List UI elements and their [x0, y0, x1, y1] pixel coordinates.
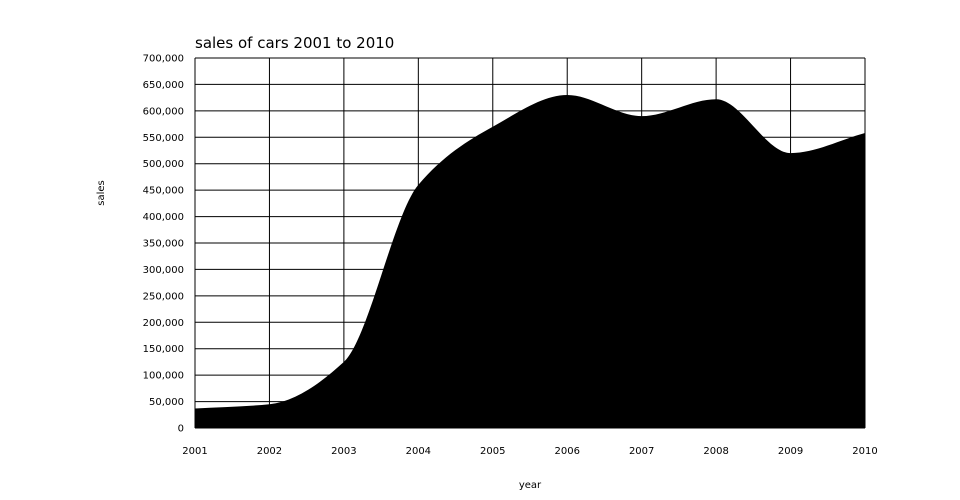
y-axis-ticks: 0 50,000 100,000 150,000 200,000 250,000 300,0…	[143, 54, 184, 435]
y-tick-label: 100,000	[143, 371, 184, 382]
x-tick-label: 2005	[480, 446, 505, 457]
y-axis-title: sales	[96, 180, 107, 205]
x-tick-label: 2003	[331, 446, 356, 457]
y-tick-label: 600,000	[143, 106, 184, 117]
x-tick-label: 2002	[257, 446, 282, 457]
y-tick-label: 50,000	[149, 397, 184, 408]
x-tick-label: 2001	[182, 446, 207, 457]
y-tick-label: 500,000	[143, 159, 184, 170]
y-tick-label: 550,000	[143, 133, 184, 144]
y-tick-label: 700,000	[143, 54, 184, 65]
y-tick-label: 150,000	[143, 344, 184, 355]
x-axis-ticks: 2001 2002 2003 2004 2005 2006 2007 2008 2009 2010	[182, 446, 877, 457]
y-tick-label: 650,000	[143, 80, 184, 91]
series-area	[195, 95, 865, 428]
x-tick-label: 2006	[554, 446, 579, 457]
x-tick-label: 2007	[629, 446, 654, 457]
x-tick-label: 2010	[852, 446, 877, 457]
y-tick-label: 450,000	[143, 186, 184, 197]
y-tick-label: 200,000	[143, 318, 184, 329]
x-tick-label: 2009	[778, 446, 803, 457]
y-tick-label: 300,000	[143, 265, 184, 276]
y-tick-label: 0	[178, 424, 184, 435]
x-tick-label: 2008	[703, 446, 728, 457]
x-axis-title: year	[519, 480, 542, 491]
y-tick-label: 250,000	[143, 291, 184, 302]
y-tick-label: 400,000	[143, 212, 184, 223]
chart-title: sales of cars 2001 to 2010	[195, 34, 394, 52]
x-tick-label: 2004	[406, 446, 431, 457]
y-tick-label: 350,000	[143, 239, 184, 250]
